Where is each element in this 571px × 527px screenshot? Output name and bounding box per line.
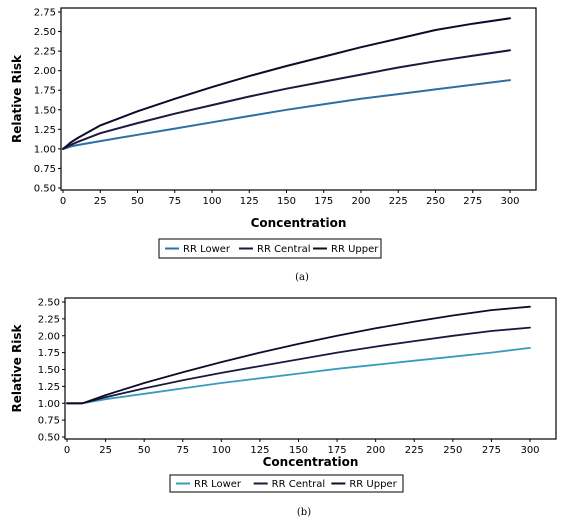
legend-label: RR Central bbox=[272, 479, 326, 490]
x-tick-label: 150 bbox=[289, 445, 308, 456]
x-tick-label: 75 bbox=[176, 445, 189, 456]
legend-label: RR Upper bbox=[349, 479, 397, 490]
legend-label: RR Central bbox=[257, 244, 311, 255]
x-tick-label: 275 bbox=[482, 445, 501, 456]
x-tick-label: 75 bbox=[168, 196, 181, 207]
x-tick-label: 200 bbox=[366, 445, 385, 456]
x-tick-label: 100 bbox=[212, 445, 231, 456]
x-tick-label: 175 bbox=[314, 196, 333, 207]
chart-panel-a: 0 25 50 75 100 125 150 175 200 225 250 275 300 0.50 0.… bbox=[10, 7, 537, 283]
x-tick-label: 125 bbox=[250, 445, 269, 456]
y-tick-label: 1.75 bbox=[34, 86, 56, 97]
x-tick-label: 0 bbox=[64, 445, 70, 456]
y-tick-label: 2.50 bbox=[34, 27, 56, 38]
x-tick-label: 0 bbox=[60, 196, 66, 207]
y-tick-label: 2.75 bbox=[34, 8, 56, 19]
y-tick-label: 2.50 bbox=[38, 298, 60, 309]
legend-label: RR Upper bbox=[331, 244, 379, 255]
figure-caption: (b) bbox=[297, 507, 311, 518]
legend-box bbox=[169, 474, 404, 493]
x-tick-label: 275 bbox=[463, 196, 482, 207]
y-tick-label: 1.50 bbox=[38, 365, 60, 376]
chart-panel-b: 0 25 50 75 100 125 150 175 200 225 250 275 300 0.50 0.… bbox=[10, 297, 557, 518]
x-tick-label: 300 bbox=[520, 445, 539, 456]
x-tick-label: 200 bbox=[351, 196, 370, 207]
y-tick-label: 0.50 bbox=[34, 184, 56, 195]
y-axis-title: Relative Risk bbox=[10, 323, 24, 412]
y-tick-label: 0.50 bbox=[38, 433, 60, 444]
x-tick-label: 125 bbox=[240, 196, 259, 207]
x-tick-label: 250 bbox=[426, 196, 445, 207]
y-tick-label: 2.25 bbox=[38, 314, 60, 325]
legend-box bbox=[158, 238, 382, 259]
x-axis-title: Concentration bbox=[263, 455, 359, 469]
legend-label: RR Lower bbox=[194, 479, 242, 490]
plot-frame bbox=[64, 297, 557, 440]
series-line-rr-central bbox=[66, 326, 531, 405]
y-tick-label: 1.00 bbox=[38, 399, 60, 410]
x-tick-label: 250 bbox=[443, 445, 462, 456]
x-tick-label: 25 bbox=[94, 196, 107, 207]
series-line-rr-upper bbox=[66, 305, 531, 405]
x-tick-label: 50 bbox=[131, 196, 144, 207]
y-tick-label: 2.00 bbox=[34, 66, 56, 77]
x-tick-label: 50 bbox=[138, 445, 151, 456]
y-tick-label: 1.25 bbox=[38, 382, 60, 393]
x-tick-label: 300 bbox=[500, 196, 519, 207]
y-tick-label: 0.75 bbox=[34, 164, 56, 175]
x-tick-label: 225 bbox=[389, 196, 408, 207]
y-axis-title: Relative Risk bbox=[10, 54, 24, 143]
series-line-rr-lower bbox=[62, 79, 511, 150]
series-line-rr-upper bbox=[62, 17, 511, 150]
y-tick-label: 2.25 bbox=[34, 47, 56, 58]
y-tick-label: 1.50 bbox=[34, 105, 56, 116]
figure-caption: (a) bbox=[295, 272, 309, 283]
series-line-rr-central bbox=[62, 49, 511, 150]
legend-label: RR Lower bbox=[183, 244, 231, 255]
y-tick-label: 2.00 bbox=[38, 331, 60, 342]
y-tick-label: 1.25 bbox=[34, 125, 56, 136]
y-tick-label: 1.00 bbox=[34, 144, 56, 155]
x-tick-label: 150 bbox=[277, 196, 296, 207]
plot-frame bbox=[60, 7, 537, 191]
y-tick-label: 0.75 bbox=[38, 416, 60, 427]
x-tick-label: 175 bbox=[328, 445, 347, 456]
series-line-rr-lower bbox=[66, 346, 531, 405]
x-tick-label: 225 bbox=[405, 445, 424, 456]
x-tick-label: 25 bbox=[99, 445, 112, 456]
x-tick-label: 100 bbox=[202, 196, 221, 207]
x-axis-title: Concentration bbox=[251, 216, 347, 230]
y-tick-label: 1.75 bbox=[38, 348, 60, 359]
